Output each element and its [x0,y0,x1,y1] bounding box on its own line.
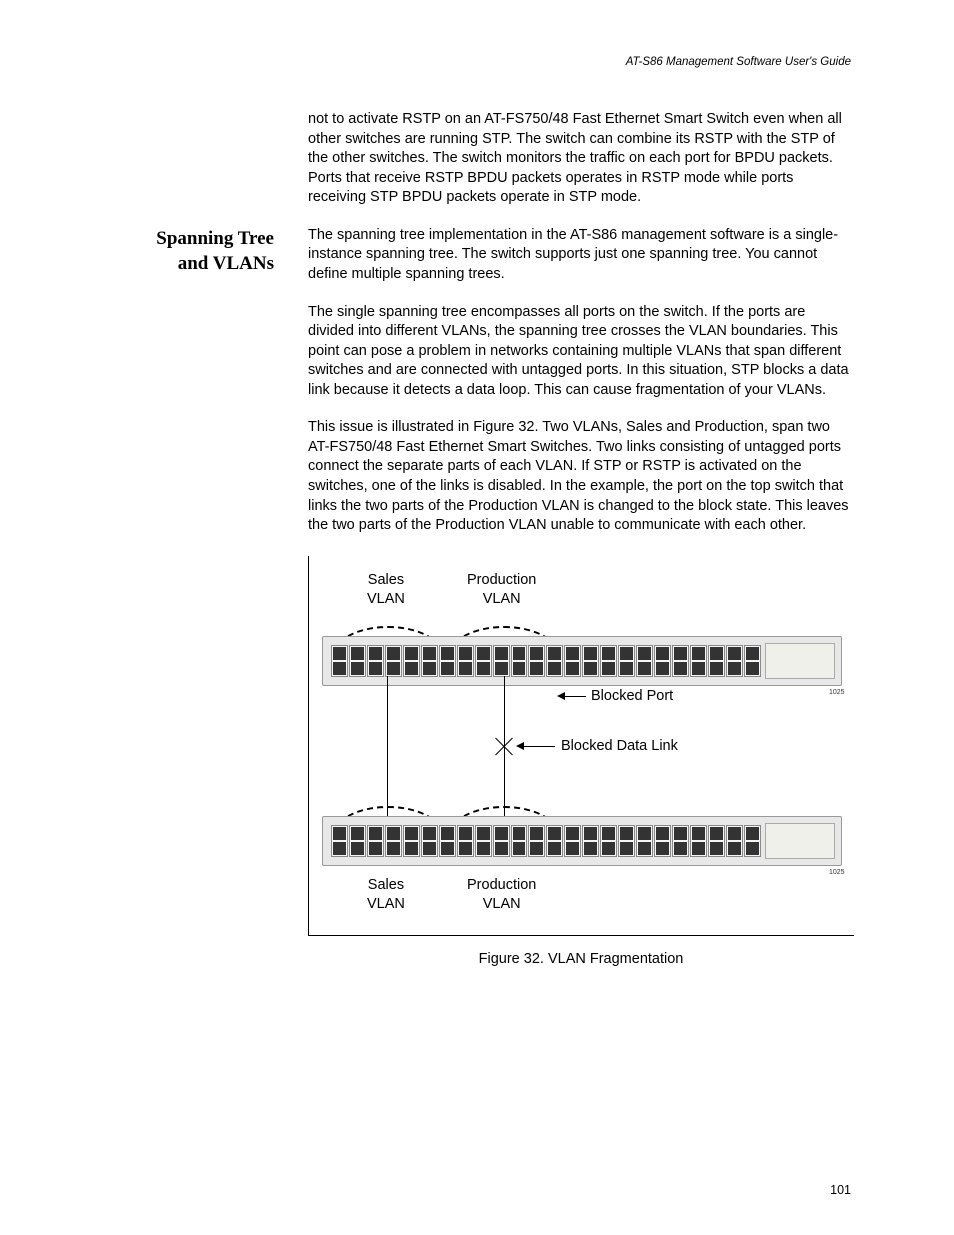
blocked-data-link-label: Blocked Data Link [561,738,678,754]
section-para-2: The single spanning tree encompasses all… [308,303,854,401]
top-switch-panel [765,643,835,679]
bottom-device-num: 1025 [829,869,845,876]
top-switch [322,636,842,686]
page-number: 101 [830,1183,851,1197]
top-sales-label: SalesVLAN [367,571,405,609]
section-heading: Spanning Tree and VLANs [126,226,274,277]
top-device-num: 1025 [829,689,845,696]
bottom-production-label: ProductionVLAN [467,876,536,914]
blocked-port-label: Blocked Port [591,688,673,704]
section-para-3: This issue is illustrated in Figure 32. … [308,418,854,535]
blocked-port-arrow-line [564,696,586,697]
top-switch-ports [331,645,761,677]
intro-paragraph: not to activate RSTP on an AT-FS750/48 F… [308,110,854,208]
blocked-data-link-arrow-line [523,746,555,747]
page-header: AT-S86 Management Software User's Guide [626,56,851,68]
section-spanning-tree-vlans: Spanning Tree and VLANs The spanning tre… [128,226,854,536]
bottom-sales-label: SalesVLAN [367,876,405,914]
sales-link-line [387,676,388,824]
figure-32-diagram: SalesVLAN ProductionVLAN [308,556,854,936]
heading-line2: and VLANs [178,253,274,274]
heading-line1: Spanning Tree [156,228,274,249]
bottom-switch [322,816,842,866]
bottom-switch-ports [331,825,761,857]
main-content: not to activate RSTP on an AT-FS750/48 F… [128,110,854,967]
figure-caption: Figure 32. VLAN Fragmentation [308,951,854,967]
top-production-label: ProductionVLAN [467,571,536,609]
blocked-link-x-icon [494,736,514,756]
bottom-switch-panel [765,823,835,859]
section-para-1: The spanning tree implementation in the … [308,226,854,285]
